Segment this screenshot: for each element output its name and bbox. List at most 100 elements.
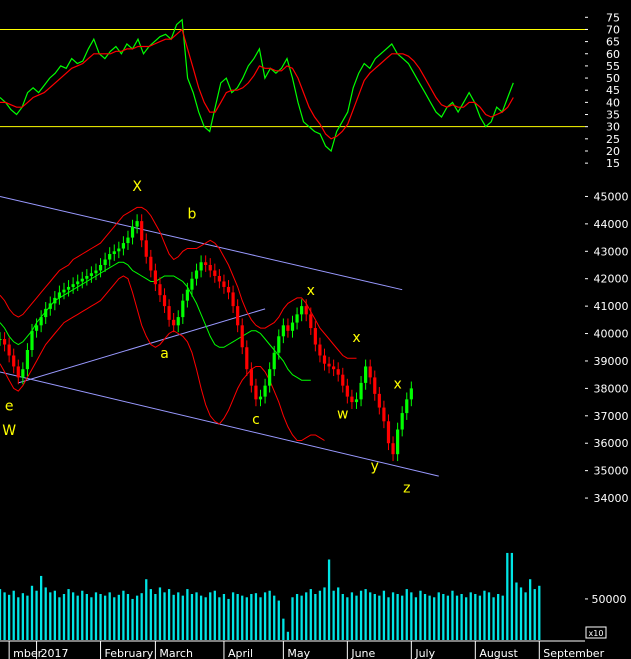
volume-bar	[378, 595, 381, 640]
candle-body	[66, 286, 71, 290]
candle-body	[140, 221, 144, 241]
oscillator-tick-label: 25	[606, 133, 620, 146]
oscillator-tick-label: 60	[606, 48, 620, 61]
volume-bar	[26, 595, 29, 640]
volume-bar	[327, 559, 331, 640]
candle-body	[135, 221, 139, 227]
volume-bar	[369, 592, 372, 640]
volume-bar	[181, 595, 184, 640]
volume-bar	[213, 590, 216, 640]
volume-bar	[332, 590, 335, 640]
volume-bar	[346, 597, 349, 640]
candle-body	[57, 292, 62, 298]
candle-body	[89, 273, 94, 276]
candle-body	[112, 251, 116, 255]
candle-body	[300, 306, 304, 315]
volume-bar	[497, 594, 500, 640]
oscillator-tick-label: 70	[606, 23, 620, 36]
volume-bar	[291, 597, 294, 640]
volume-bar	[538, 585, 541, 640]
x-tick-label: mber	[13, 647, 42, 659]
oscillator-tick-label: 50	[606, 72, 620, 85]
candle-body	[286, 325, 290, 331]
volume-bar	[0, 589, 2, 640]
candle-body	[53, 297, 57, 304]
wave-label: X	[132, 179, 142, 195]
candle-body	[382, 407, 386, 422]
volume-bar	[218, 597, 221, 640]
candle-body	[268, 369, 272, 386]
candle-body	[304, 306, 308, 315]
volume-bar	[524, 592, 527, 640]
volume-bar	[117, 594, 120, 640]
volume-bar	[337, 587, 340, 640]
price-tick-label: 37000	[594, 410, 629, 423]
candle-body	[386, 421, 391, 444]
volume-bar	[309, 589, 312, 640]
volume-bar	[451, 590, 454, 640]
candle-body	[254, 385, 258, 400]
oscillator-tick-label: 75	[606, 11, 620, 24]
volume-bar	[533, 589, 536, 640]
candle-body	[359, 382, 363, 400]
x-tick-label: August	[479, 647, 518, 659]
volume-bar	[7, 594, 11, 640]
oscillator-series-0	[0, 18, 514, 153]
volume-bar	[140, 593, 143, 640]
price-tick-label: 34000	[594, 492, 629, 505]
volume-bar	[469, 592, 472, 640]
volume-bar	[286, 631, 290, 640]
candle-body	[7, 344, 11, 356]
wave-label: z	[403, 481, 410, 497]
volume-bar	[263, 592, 267, 640]
volume-bar	[186, 589, 189, 640]
candle-body	[162, 295, 167, 307]
volume-bar	[236, 594, 239, 640]
volume-bar	[350, 592, 354, 640]
candle-body	[409, 388, 413, 400]
volume-bar	[44, 587, 47, 640]
candle-body	[25, 350, 30, 370]
oscillator-tick-label: 15	[606, 157, 620, 170]
candle-body	[103, 259, 107, 265]
candle-body	[39, 317, 43, 326]
candle-body	[98, 265, 103, 271]
volume-bar	[300, 595, 303, 640]
price-tick-label: 35000	[594, 465, 629, 478]
price-tick-label: 45000	[594, 190, 629, 203]
candle-body	[172, 319, 176, 326]
candle-body	[231, 292, 235, 307]
volume-bar	[254, 593, 258, 640]
candle-body	[281, 325, 285, 337]
x-tick-label: July	[414, 647, 435, 659]
candle-body	[364, 366, 368, 383]
volume-bar	[483, 590, 486, 640]
oscillator-tick-label: 20	[606, 145, 620, 158]
volume-bar	[177, 592, 180, 640]
bollinger-upper-band	[0, 206, 357, 359]
volume-bar	[222, 594, 226, 640]
candle-body	[396, 429, 400, 455]
volume-bar	[67, 589, 70, 640]
volume-bar	[423, 594, 427, 640]
candle-body	[336, 369, 340, 375]
volume-bar	[49, 592, 52, 640]
volume-bar	[35, 590, 38, 640]
volume-bar	[506, 552, 509, 640]
volume-bar	[12, 590, 15, 640]
volume-bar	[113, 597, 116, 640]
volume-bar	[90, 597, 93, 640]
candle-body	[190, 278, 194, 290]
candle-body	[149, 256, 153, 271]
volume-bar	[204, 597, 207, 640]
candle-body	[322, 355, 327, 364]
candle-body	[309, 314, 313, 329]
volume-bar	[94, 592, 98, 640]
candle-body	[2, 339, 7, 345]
volume-bar	[519, 587, 523, 640]
candle-body	[263, 385, 267, 397]
price-tick-label: 38000	[594, 382, 629, 395]
candle-body	[290, 322, 295, 331]
volume-bar	[396, 594, 399, 640]
price-tick-label: 43000	[594, 245, 629, 258]
